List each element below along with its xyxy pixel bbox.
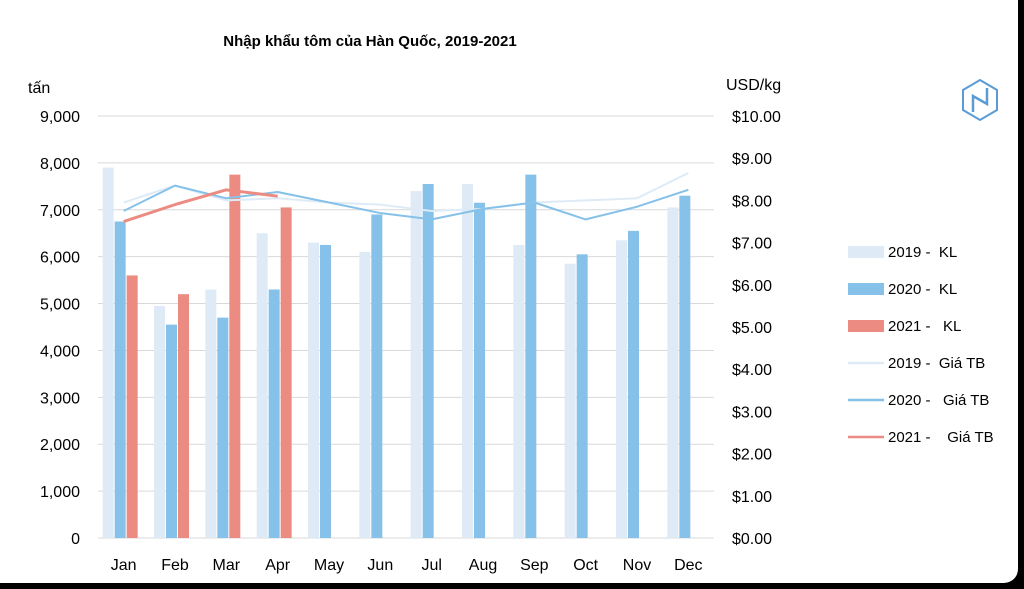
legend-label: 2019 - KL: [888, 244, 957, 261]
bar-may-series-1: [320, 244, 331, 538]
bar-jan-series-2: [126, 275, 138, 538]
logo-icon: [962, 78, 998, 122]
bar-oct-series-1: [576, 254, 588, 539]
x-tick-label: Oct: [573, 557, 598, 574]
bar-jun-series-1: [371, 214, 383, 538]
bar-feb-series-2: [178, 294, 189, 538]
legend-label: 2021 - KL: [888, 318, 961, 335]
bar-mar-series-1: [217, 317, 229, 538]
bar-jan-series-0: [102, 167, 114, 539]
x-tick-label: Sep: [520, 557, 549, 574]
legend: 2019 - KL 2020 - KL 2021 - KL 2019 - Giá TB…: [848, 244, 994, 446]
right-tick-label: $10.00: [732, 109, 781, 126]
bar-mar-series-0: [205, 289, 217, 538]
bar-dec-series-0: [667, 207, 679, 538]
bar-aug-series-0: [462, 183, 473, 538]
legend-label: 2021 - Giá TB: [888, 429, 994, 446]
bar-apr-series-0: [256, 233, 268, 538]
left-tick-label: 1,000: [40, 484, 80, 501]
bar-jul-series-1: [422, 183, 434, 538]
left-tick-label: 6,000: [40, 250, 80, 267]
left-axis-labels: 0 1,000 2,000 3,000 4,000 5,000 6,000 7,000 8,00…: [40, 109, 80, 548]
bar-sep-series-0: [513, 244, 525, 538]
bars: [102, 167, 691, 539]
left-tick-label: 2,000: [40, 437, 80, 454]
left-tick-label: 4,000: [40, 343, 80, 360]
right-tick-label: $8.00: [732, 193, 772, 210]
right-tick-label: $4.00: [732, 362, 772, 379]
bar-apr-series-2: [280, 207, 292, 538]
x-tick-label: Feb: [161, 557, 189, 574]
x-tick-label: May: [314, 557, 344, 574]
legend-swatch: [848, 320, 884, 332]
right-tick-label: $2.00: [732, 447, 772, 464]
left-tick-label: 9,000: [40, 109, 80, 126]
price-line-series-2: [123, 188, 278, 223]
x-tick-label: Jul: [421, 557, 441, 574]
bar-feb-series-1: [166, 324, 177, 538]
x-tick-label: Jan: [111, 557, 137, 574]
legend-label: 2020 - Giá TB: [888, 392, 989, 409]
legend-swatch: [848, 283, 884, 295]
bar-nov-series-0: [616, 240, 627, 538]
bar-jun-series-0: [359, 251, 371, 538]
left-tick-label: 0: [71, 531, 80, 548]
bar-may-series-0: [308, 242, 319, 538]
bar-jan-series-1: [114, 221, 126, 538]
right-axis-labels: $0.00 $1.00 $2.00 $3.00 $4.00 $5.00 $6.00 $7.00…: [732, 109, 781, 548]
right-tick-label: $5.00: [732, 320, 772, 337]
right-axis-title: USD/kg: [726, 77, 781, 94]
right-tick-label: $6.00: [732, 278, 772, 295]
left-tick-label: 7,000: [40, 203, 80, 220]
bar-mar-series-2: [229, 174, 241, 538]
legend-label: 2020 - KL: [888, 281, 957, 298]
bar-aug-series-1: [474, 202, 485, 538]
right-tick-label: $1.00: [732, 489, 772, 506]
bar-sep-series-1: [525, 174, 537, 538]
bar-dec-series-1: [679, 195, 691, 538]
gridlines: [98, 115, 714, 539]
left-tick-label: 5,000: [40, 297, 80, 314]
bar-jul-series-0: [410, 191, 422, 538]
x-tick-label: Mar: [213, 557, 241, 574]
right-tick-label: $3.00: [732, 404, 772, 421]
price-line-series-1: [123, 184, 689, 221]
legend-label: 2019 - Giá TB: [888, 355, 985, 372]
price-line-series-0: [123, 172, 689, 212]
left-tick-label: 8,000: [40, 156, 80, 173]
legend-swatch: [848, 246, 884, 258]
bar-feb-series-0: [154, 305, 165, 538]
right-tick-label: $9.00: [732, 151, 772, 168]
bar-oct-series-0: [564, 263, 576, 538]
x-tick-label: Apr: [265, 557, 291, 574]
x-tick-label: Aug: [469, 557, 497, 574]
bar-nov-series-1: [628, 230, 639, 538]
bar-apr-series-1: [268, 289, 280, 538]
right-tick-label: $0.00: [732, 531, 772, 548]
right-tick-label: $7.00: [732, 236, 772, 253]
x-axis-labels: Jan Feb Mar Apr May Jun Jul Aug Sep Oct Nov Dec: [111, 557, 703, 574]
left-tick-label: 3,000: [40, 390, 80, 407]
x-tick-label: Jun: [367, 557, 393, 574]
price-lines: [123, 172, 689, 223]
left-axis-title: tấn: [28, 80, 50, 97]
chart-title: Nhập khẩu tôm của Hàn Quốc, 2019-2021: [223, 33, 516, 50]
x-tick-label: Nov: [623, 557, 651, 574]
x-tick-label: Dec: [674, 557, 702, 574]
